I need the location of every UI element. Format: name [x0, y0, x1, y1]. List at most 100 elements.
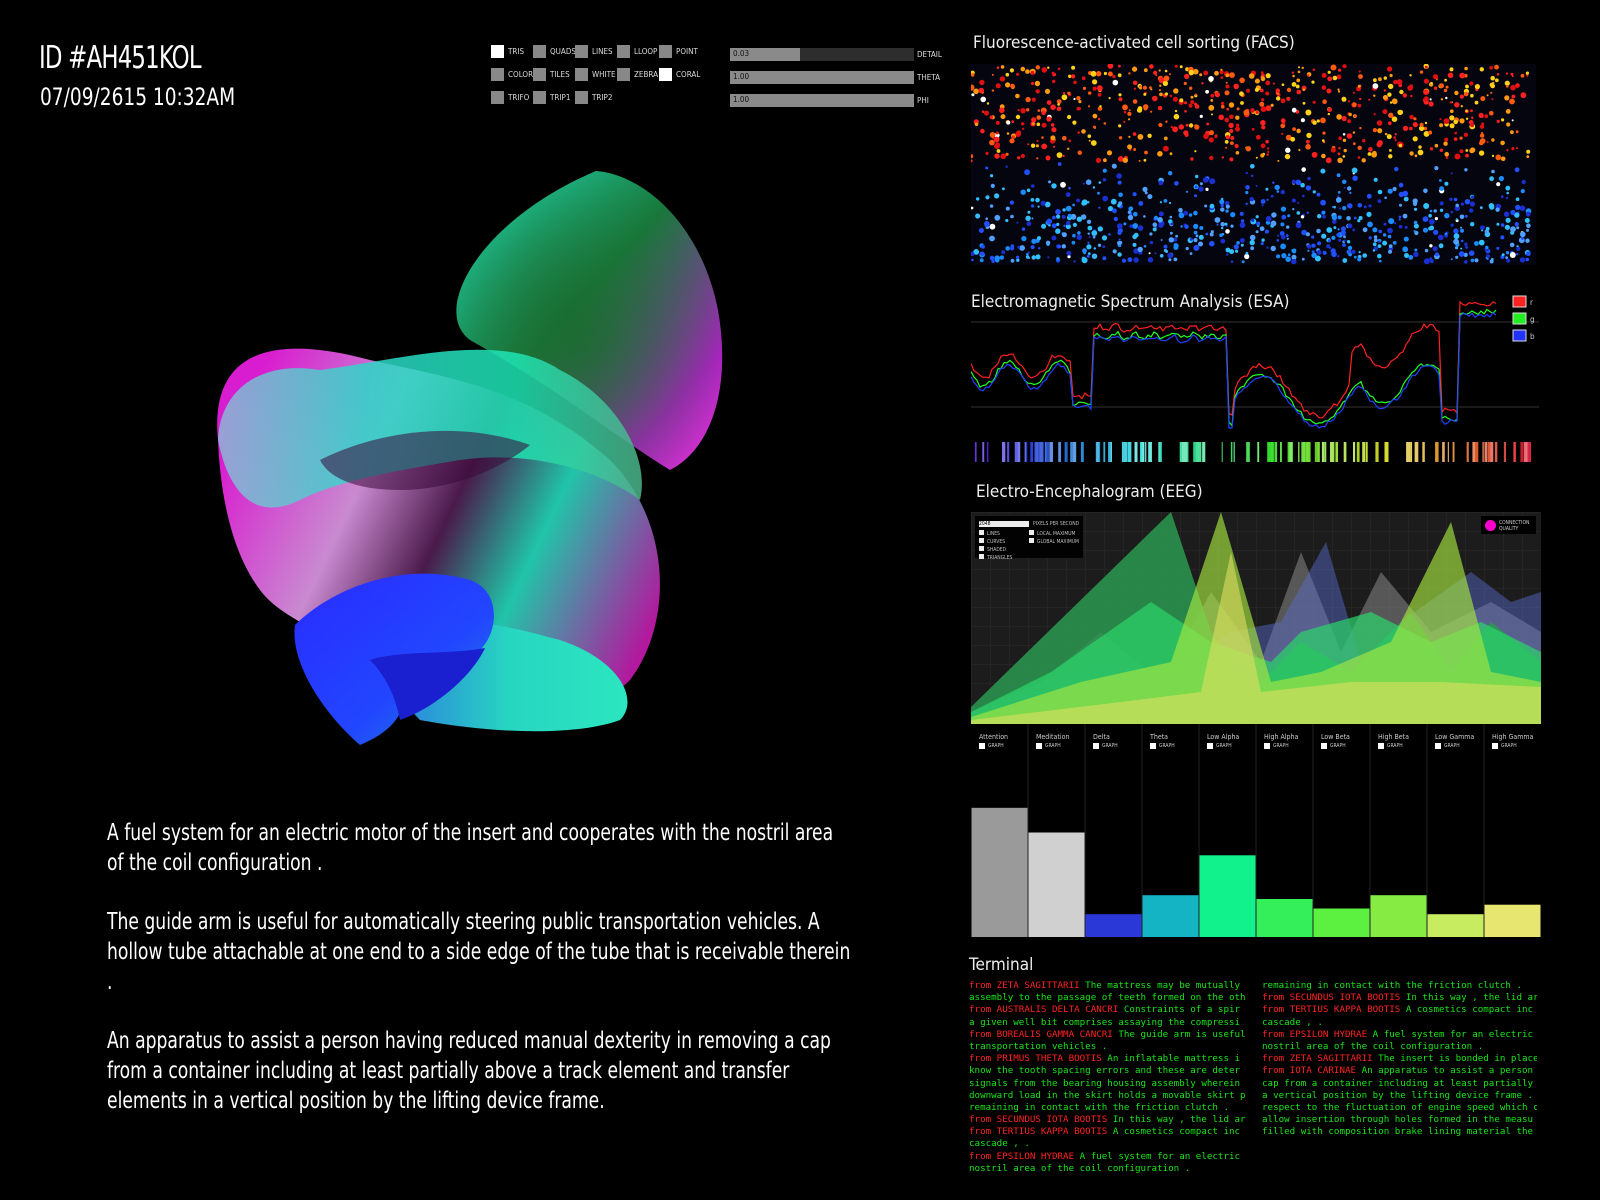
facs-cell [1071, 74, 1076, 79]
eeg-band-graph-checkbox[interactable] [979, 743, 985, 749]
facs-cell [976, 215, 979, 219]
facs-cell [1346, 133, 1353, 139]
facs-cell [1469, 81, 1474, 86]
facs-cell [1484, 114, 1489, 119]
eeg-band-graph-toggle[interactable]: GRAPH [1207, 743, 1232, 749]
option-point[interactable]: POINT [659, 45, 698, 58]
facs-cell [1481, 115, 1484, 118]
eeg-band-graph-toggle[interactable]: GRAPH [1264, 743, 1289, 749]
eeg-band-graph-toggle[interactable]: GRAPH [1036, 743, 1061, 749]
facs-cell [1439, 201, 1444, 206]
eeg-band-graph-label: GRAPH [1387, 743, 1403, 749]
facs-cell [1337, 255, 1340, 258]
option-trip1[interactable]: TRIP1 [533, 91, 570, 104]
option-lloop[interactable]: LLOOP [617, 45, 657, 58]
facs-cell [971, 93, 975, 97]
eeg-band-graph-checkbox[interactable] [1435, 743, 1441, 749]
option-quads[interactable]: QUADS [533, 45, 576, 58]
terminal-text: nostril area of the coil configuration . [1262, 1040, 1484, 1052]
eeg-band-graph-checkbox[interactable] [1207, 743, 1213, 749]
facs-cell [971, 73, 975, 77]
esa-series-b [971, 311, 1497, 429]
facs-cell [1292, 208, 1295, 211]
terminal-line: remaining in contact with the friction c… [1262, 980, 1537, 992]
facs-cell [1373, 94, 1376, 97]
eeg-band-graph-label: GRAPH [1444, 743, 1460, 749]
eeg-option-curves[interactable]: CURVES [979, 538, 1012, 546]
facs-cell [1291, 82, 1297, 87]
facs-cell [1017, 109, 1020, 112]
eeg-band-graph-toggle[interactable]: GRAPH [1321, 743, 1346, 749]
terminal-line: transportation vehicles . [969, 1041, 1246, 1053]
option-lines[interactable]: LINES [575, 45, 613, 58]
option-zebra[interactable]: ZEBRA [617, 68, 658, 81]
terminal-text: signals from the bearing housing assembl… [969, 1077, 1241, 1089]
pixels-per-second-input[interactable]: 2048 [979, 521, 1029, 527]
facs-cell [1041, 143, 1048, 150]
terminal-column-right: remaining in contact with the friction c… [1262, 980, 1537, 1138]
facs-cell [1052, 79, 1056, 84]
option-trip2[interactable]: TRIP2 [575, 91, 612, 104]
facs-cell [1225, 135, 1230, 140]
eeg-option-lines[interactable]: LINES [979, 530, 1012, 538]
facs-cell [1372, 128, 1377, 133]
facs-cell [1057, 244, 1062, 249]
eeg-band-graph-toggle[interactable]: GRAPH [1378, 743, 1403, 749]
eeg-band-graph-checkbox[interactable] [1492, 743, 1498, 749]
facs-cell [1429, 209, 1433, 213]
phi-slider[interactable]: 1.00 [730, 94, 914, 107]
facs-cell [1332, 75, 1338, 81]
eeg-option-global-maximum[interactable]: GLOBAL MAXIMUM [1029, 538, 1079, 546]
facs-cell [1190, 95, 1194, 99]
terminal-output[interactable]: from ZETA SAGITTARII The mattress may be… [969, 980, 1537, 1175]
detail-slider-label: DETAIL [917, 50, 942, 59]
facs-cell [1038, 247, 1041, 250]
eeg-option-triangles[interactable]: TRIANGLES [979, 554, 1012, 562]
facs-cell [1235, 126, 1240, 132]
eeg-option-local-maximum[interactable]: LOCAL MAXIMUM [1029, 530, 1079, 538]
eeg-band-graph-checkbox[interactable] [1321, 743, 1327, 749]
terminal-source: from ZETA SAGITTARII [1262, 1053, 1373, 1065]
facs-cell [1481, 131, 1484, 135]
facs-cell [1331, 215, 1338, 221]
eeg-band-graph-toggle[interactable]: GRAPH [979, 743, 1004, 749]
facs-cell [1163, 75, 1170, 82]
eeg-band-graph-checkbox[interactable] [1378, 743, 1384, 749]
3d-surface-render[interactable] [200, 160, 760, 760]
option-coral[interactable]: CORAL [659, 68, 700, 81]
facs-cell [1515, 197, 1520, 201]
option-trifo[interactable]: TRIFO [491, 91, 529, 104]
option-tris[interactable]: TRIS [491, 45, 524, 58]
spectrum-line [1335, 442, 1338, 462]
eeg-band-graph-checkbox[interactable] [1036, 743, 1042, 749]
facs-cell [1097, 243, 1102, 247]
facs-cell [1449, 123, 1455, 129]
option-white[interactable]: WHITE [575, 68, 616, 81]
facs-cell [1206, 122, 1209, 126]
eeg-option-shaded[interactable]: SHADED [979, 546, 1012, 554]
option-color[interactable]: COLOR [491, 68, 533, 81]
facs-cell [1235, 123, 1240, 127]
eeg-band-graph-checkbox[interactable] [1093, 743, 1099, 749]
eeg-band-graph-toggle[interactable]: GRAPH [1150, 743, 1175, 749]
eeg-band-graph-toggle[interactable]: GRAPH [1435, 743, 1460, 749]
eeg-band-graph-toggle[interactable]: GRAPH [1492, 743, 1517, 749]
facs-cell [1139, 86, 1142, 90]
facs-cell [1362, 139, 1366, 143]
facs-cell [1372, 227, 1378, 233]
detail-slider[interactable]: 0.03 [730, 48, 914, 61]
esa-legend: r g b [1512, 295, 1535, 342]
facs-cell [1195, 234, 1199, 238]
eeg-band-graph-toggle[interactable]: GRAPH [1093, 743, 1118, 749]
spectrum-line [1044, 442, 1048, 462]
eeg-band-graph-checkbox[interactable] [1264, 743, 1270, 749]
option-tiles[interactable]: TILES [533, 68, 570, 81]
eeg-band-graph-checkbox[interactable] [1150, 743, 1156, 749]
facs-cell [1245, 251, 1249, 255]
facs-plot [971, 64, 1536, 265]
facs-cell [1526, 251, 1531, 257]
theta-slider[interactable]: 1.00 [730, 71, 914, 84]
facs-cell [1505, 256, 1508, 259]
terminal-text: assembly to the passage of teeth formed … [969, 992, 1246, 1004]
facs-cell [1291, 254, 1297, 260]
